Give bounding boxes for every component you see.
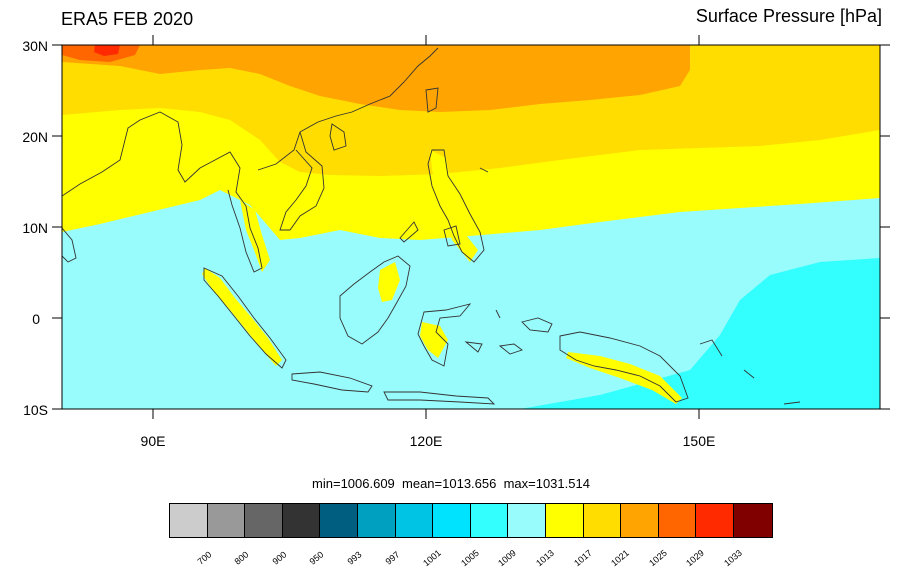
colorbar-box xyxy=(395,504,434,537)
colorbar-box xyxy=(658,504,697,537)
lat-ticks xyxy=(52,44,890,410)
colorbar-box xyxy=(545,504,584,537)
colorbar-label: 1021 xyxy=(609,547,632,569)
field-1025-band xyxy=(62,45,690,112)
coastlines xyxy=(62,47,801,405)
plot-title-left: ERA5 FEB 2020 xyxy=(61,9,194,29)
field-sumatra-high xyxy=(202,268,282,366)
plot-title-right: Surface Pressure [hPa] xyxy=(695,6,882,26)
colorbar-box xyxy=(696,504,734,537)
colorbar-label: 997 xyxy=(383,549,402,567)
colorbar-box xyxy=(583,504,622,537)
colorbar-box xyxy=(733,504,772,537)
colorbar-box xyxy=(357,504,396,537)
lon-label-150e: 150E xyxy=(683,433,716,449)
colorbar-label: 800 xyxy=(232,549,251,567)
colorbar-label: 1005 xyxy=(458,547,481,569)
colorbar-label: 700 xyxy=(195,549,214,567)
colorbar-label: 1029 xyxy=(684,547,707,569)
colorbar-box xyxy=(621,504,659,537)
field-1009-south xyxy=(520,258,880,409)
colorbar-label: 1033 xyxy=(722,547,744,569)
colorbar-box xyxy=(508,504,546,537)
colorbar-label: 950 xyxy=(307,549,326,567)
colorbar-box xyxy=(170,504,208,537)
colorbar xyxy=(169,503,773,538)
map-plot: 30N 20N 10N 0 10S 90E 120E 150E xyxy=(22,35,890,449)
lat-label-10s: 10S xyxy=(23,402,48,418)
colorbar-box xyxy=(470,504,509,537)
colorbar-label: 1017 xyxy=(571,547,594,569)
lat-label-0: 0 xyxy=(32,311,40,327)
lon-ticks xyxy=(152,35,700,419)
colorbar-label: 1013 xyxy=(534,547,556,569)
colorbar-box xyxy=(245,504,283,537)
lon-label-120e: 120E xyxy=(410,433,443,449)
lat-label-10n: 10N xyxy=(22,220,48,236)
colorbar-label: 900 xyxy=(270,549,289,567)
field-papua-high xyxy=(566,352,682,404)
colorbar-label: 1009 xyxy=(496,547,519,569)
colorbar-box xyxy=(207,504,246,537)
colorbar-box xyxy=(433,504,471,537)
field-thai-high xyxy=(240,200,270,272)
colorbar-box xyxy=(320,504,358,537)
colorbar-label: 993 xyxy=(345,549,364,567)
field-1033-patch xyxy=(94,45,120,56)
lon-label-90e: 90E xyxy=(141,433,166,449)
field-philippines-high xyxy=(430,150,478,262)
colorbar-box xyxy=(282,504,321,537)
lat-label-30n: 30N xyxy=(22,38,48,54)
stats-line: min=1006.609 mean=1013.656 max=1031.514 xyxy=(312,476,590,491)
field-sulawesi-high xyxy=(420,322,448,358)
colorbar-label: 1001 xyxy=(421,547,444,569)
colorbar-label: 1025 xyxy=(646,547,669,569)
lat-label-20n: 20N xyxy=(22,129,48,145)
field-borneo-high xyxy=(378,262,400,302)
